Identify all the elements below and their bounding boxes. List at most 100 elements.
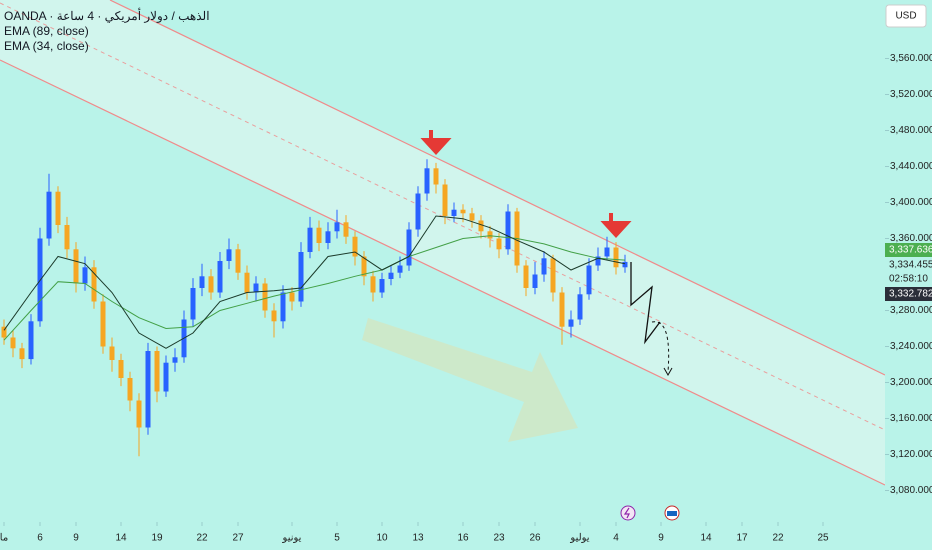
candle-body [217, 261, 223, 293]
x-tick-label: 5 [334, 533, 340, 544]
candle-body [613, 247, 619, 268]
candle-body [100, 301, 106, 347]
x-tick-label: 19 [151, 533, 163, 544]
candle-body [352, 236, 358, 257]
y-tick-label: 3,240.000 [890, 341, 932, 352]
price-label: 3,332.782 [889, 289, 932, 300]
candle-body [127, 378, 133, 401]
y-tick-label: 3,480.000 [890, 125, 932, 136]
candle-body [244, 272, 250, 293]
x-tick-label: 27 [232, 533, 244, 544]
candle-body [1, 326, 7, 338]
candle-body [568, 319, 574, 327]
y-tick-label: 3,280.000 [890, 305, 932, 316]
candle-body [118, 360, 124, 378]
price-label: 3,337.636 [889, 245, 932, 256]
candle-body [451, 209, 457, 216]
candle-body [82, 267, 88, 284]
x-tick-label: 17 [736, 533, 748, 544]
projection-dashed [651, 321, 670, 373]
candle-body [289, 292, 295, 302]
y-tick-label: 3,520.000 [890, 89, 932, 100]
candle-body [433, 168, 439, 185]
event-icon[interactable] [620, 505, 636, 521]
price-box [885, 258, 932, 272]
x-tick-label: 14 [115, 533, 127, 544]
x-tick-label: 22 [196, 533, 208, 544]
candle-body [298, 252, 304, 302]
candle-body [28, 321, 34, 360]
candle-body [523, 265, 529, 288]
legend-entry: EMA (89, close) [4, 24, 89, 38]
x-tick-label: 6 [37, 533, 43, 544]
candle-body [343, 222, 349, 237]
chart-title: OANDA · الذهب / دولار أمريكي · 4 ساعة [4, 8, 210, 23]
candle-body [496, 238, 502, 250]
candle-body [361, 256, 367, 277]
x-tick-label: 23 [493, 533, 505, 544]
channel-lower [0, 59, 886, 486]
candle-body [199, 276, 205, 288]
candle-body [487, 231, 493, 239]
y-tick-label: 3,360.000 [890, 233, 932, 244]
candle-body [586, 265, 592, 295]
y-tick-label: 3,080.000 [890, 485, 932, 496]
channel-fill [0, 0, 885, 485]
x-tick-label: 14 [700, 533, 712, 544]
candle-body [325, 231, 331, 243]
candle-body [334, 222, 340, 232]
y-tick-label: 3,160.000 [890, 413, 932, 424]
ema-line [3, 215, 626, 349]
price-box [885, 272, 932, 286]
currency-box [885, 4, 927, 28]
candle-body [478, 220, 484, 232]
candle-body [397, 265, 403, 273]
candle-body [226, 249, 232, 261]
candle-body [109, 346, 115, 360]
candle-body [253, 283, 259, 293]
candle-body [19, 348, 25, 360]
candle-body [559, 292, 565, 327]
candle-body [73, 249, 79, 284]
candle-body [595, 256, 601, 266]
candle-body [46, 191, 52, 239]
candle-body [91, 267, 97, 302]
candle-body [442, 184, 448, 216]
x-tick-label: 9 [73, 533, 79, 544]
candle-body [136, 400, 142, 428]
candle-body [190, 288, 196, 320]
event-icon-bolt [623, 507, 630, 519]
event-flag [667, 511, 677, 516]
x-tick-label: 9 [658, 533, 664, 544]
projection-path [630, 262, 661, 345]
x-tick-label: يوليو [569, 533, 589, 544]
candle-body [622, 261, 628, 268]
price-label: 3,334.455 [889, 260, 932, 271]
candle-body [280, 292, 286, 322]
candle-body [145, 351, 151, 428]
x-tick-label: 25 [817, 533, 829, 544]
red-arrow [420, 130, 452, 155]
candle-body [172, 357, 178, 363]
x-tick-label: ما [0, 533, 8, 544]
y-tick-label: 3,440.000 [890, 161, 932, 172]
x-tick-label: 22 [772, 533, 784, 544]
candle-body [379, 279, 385, 293]
candle-body [406, 229, 412, 266]
candle-body [550, 258, 556, 293]
candle-body [64, 225, 70, 250]
y-tick-label: 3,560.000 [890, 53, 932, 64]
candle-body [388, 272, 394, 279]
candle-body [577, 294, 583, 320]
candle-body [235, 249, 241, 273]
candle-body [541, 258, 547, 275]
candle-body [316, 227, 322, 243]
x-tick-label: 4 [613, 533, 619, 544]
candle-body [469, 213, 475, 221]
y-tick-label: 3,400.000 [890, 197, 932, 208]
channel-upper [109, 0, 886, 376]
x-tick-label: 16 [457, 533, 469, 544]
candle-body [424, 168, 430, 194]
candle-body [262, 283, 268, 311]
